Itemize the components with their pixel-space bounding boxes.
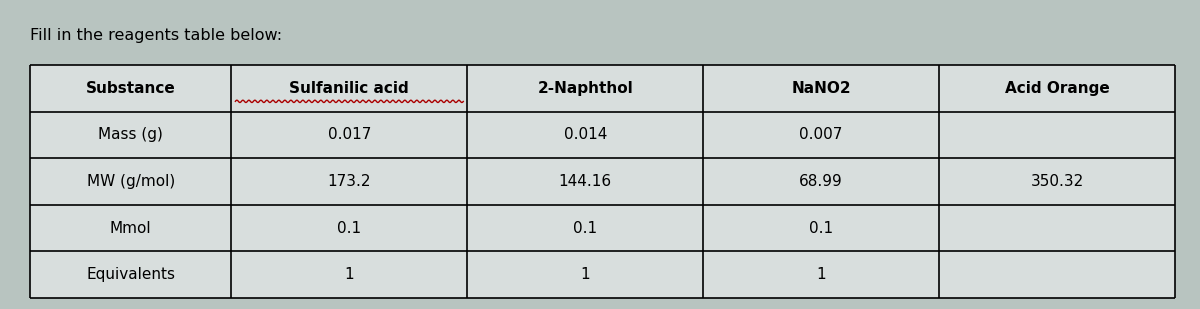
Text: Substance: Substance [86,81,175,96]
Text: Mmol: Mmol [110,221,151,235]
Text: MW (g/mol): MW (g/mol) [86,174,175,189]
Text: 1: 1 [581,267,590,282]
Text: 0.007: 0.007 [799,127,842,142]
Text: Acid Orange: Acid Orange [1004,81,1110,96]
Text: Sulfanilic acid: Sulfanilic acid [289,81,409,96]
Text: 0.1: 0.1 [337,221,361,235]
Text: 0.1: 0.1 [574,221,598,235]
Text: 2-Naphthol: 2-Naphthol [538,81,634,96]
Text: 350.32: 350.32 [1031,174,1084,189]
Text: 1: 1 [816,267,826,282]
Text: 68.99: 68.99 [799,174,844,189]
Text: 173.2: 173.2 [328,174,371,189]
Text: 0.017: 0.017 [328,127,371,142]
Text: Mass (g): Mass (g) [98,127,163,142]
Text: 0.014: 0.014 [564,127,607,142]
Bar [30,65,1175,298]
Text: 0.1: 0.1 [809,221,833,235]
Text: Fill in the reagents table below:: Fill in the reagents table below: [30,28,282,43]
Text: 144.16: 144.16 [559,174,612,189]
Text: Equivalents: Equivalents [86,267,175,282]
Text: 1: 1 [344,267,354,282]
Text: NaNO2: NaNO2 [791,81,851,96]
